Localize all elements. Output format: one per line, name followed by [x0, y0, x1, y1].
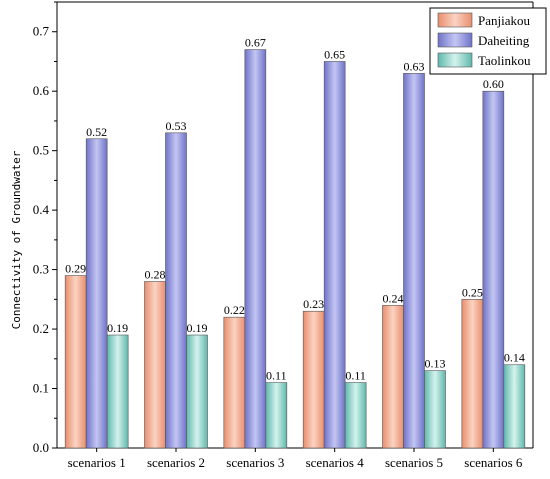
y-tick-label: 0.1 [33, 381, 49, 396]
data-label: 0.60 [483, 77, 504, 91]
data-label: 0.24 [383, 291, 404, 305]
data-label: 0.63 [404, 59, 425, 73]
bar-daheiting [482, 90, 505, 449]
data-label: 0.22 [224, 303, 245, 317]
data-label: 0.19 [107, 321, 128, 335]
data-label: 0.11 [345, 369, 366, 383]
bar-panjiakou [144, 281, 166, 449]
data-label: 0.14 [504, 351, 525, 365]
bar-daheiting [403, 73, 425, 449]
bar-daheiting [323, 61, 346, 449]
x-tick-label: scenarios 1 [68, 455, 126, 470]
legend-swatch-daheiting [437, 32, 473, 48]
data-label: 0.11 [266, 369, 287, 383]
data-label: 0.28 [145, 267, 166, 281]
bar-taolinkou [344, 382, 367, 449]
data-label: 0.67 [245, 36, 266, 50]
y-tick-label: 0.5 [33, 143, 49, 158]
bar-taolinkou [265, 382, 288, 449]
data-label: 0.13 [425, 357, 446, 371]
x-tick-label: scenarios 2 [147, 455, 205, 470]
bar-panjiakou [64, 275, 87, 449]
legend-label: Taolinkou [478, 53, 531, 68]
x-tick-label: scenarios 6 [464, 455, 523, 470]
bar-panjiakou [302, 310, 325, 449]
y-tick-label: 0.7 [33, 24, 50, 39]
data-label: 0.25 [462, 285, 483, 299]
y-tick-label: 0.2 [33, 321, 49, 336]
legend-label: Daheiting [478, 33, 530, 48]
y-axis-title: Connectivity of Groundwater [10, 150, 23, 329]
x-tick-label: scenarios 4 [306, 455, 365, 470]
y-tick-label: 0.0 [33, 440, 49, 455]
bar-panjiakou [382, 304, 404, 449]
data-label: 0.53 [166, 119, 187, 133]
bar-taolinkou [503, 364, 526, 449]
bar-taolinkou [424, 370, 446, 449]
bar-panjiakou [461, 299, 484, 449]
data-label: 0.19 [187, 321, 208, 335]
legend-swatch-panjiakou [437, 12, 473, 28]
data-label: 0.29 [65, 262, 86, 276]
data-label: 0.52 [86, 125, 107, 139]
y-tick-label: 0.3 [33, 262, 49, 277]
bar-panjiakou [223, 316, 246, 449]
y-tick-label: 0.4 [33, 202, 50, 217]
data-label: 0.23 [303, 297, 324, 311]
bar-daheiting [165, 132, 187, 449]
data-label: 0.65 [324, 47, 345, 61]
bar-taolinkou [106, 334, 129, 449]
x-tick-label: scenarios 5 [385, 455, 443, 470]
bar-taolinkou [186, 334, 208, 449]
legend-swatch-taolinkou [437, 52, 473, 68]
bar-daheiting [85, 138, 108, 449]
x-tick-label: scenarios 3 [226, 455, 284, 470]
legend-label: Panjiakou [478, 13, 530, 28]
bar-daheiting [244, 49, 267, 449]
y-tick-label: 0.6 [33, 83, 50, 98]
